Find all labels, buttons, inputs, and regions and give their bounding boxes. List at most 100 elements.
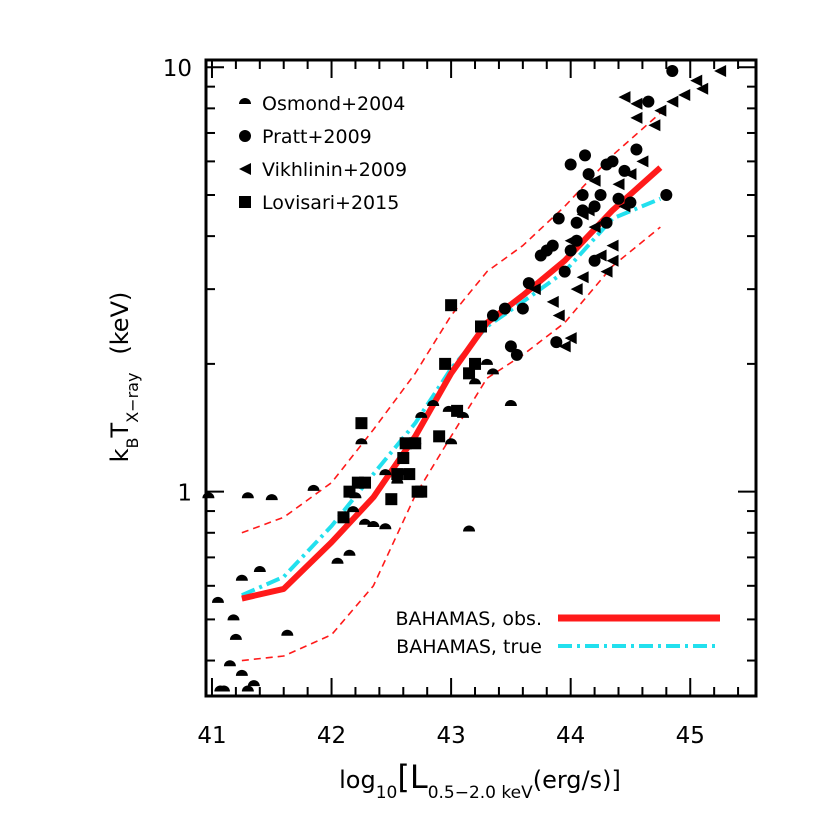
data-point: [403, 468, 416, 481]
data-point: [379, 469, 392, 476]
data-point: [606, 155, 619, 168]
data-point: [427, 400, 440, 407]
data-point: [391, 468, 404, 481]
x-axis-label: log10[L0.5−2.0 keV(erg/s)]: [339, 758, 621, 803]
data-point: [235, 574, 248, 581]
line-legend-label: BAHAMAS, obs.: [396, 608, 542, 630]
legend-label: Osmond+2004: [262, 93, 405, 115]
data-point: [618, 91, 631, 104]
data-point: [355, 417, 368, 430]
data-point: [666, 64, 679, 77]
data-point: [630, 97, 643, 110]
data-point: [636, 155, 649, 168]
data-point: [379, 523, 392, 530]
data-point: [265, 494, 278, 501]
data-point: [480, 358, 493, 365]
data-point: [241, 492, 254, 499]
data-point: [550, 336, 563, 349]
data-point: [564, 244, 577, 257]
y-tick-label: 1: [177, 481, 192, 507]
data-point: [355, 438, 368, 445]
data-point: [229, 633, 242, 640]
data-point: [588, 221, 601, 234]
data-point: [630, 143, 643, 156]
scatter-points: [202, 64, 727, 692]
data-point: [469, 378, 482, 385]
data-point: [504, 340, 517, 353]
data-point: [600, 216, 613, 229]
data-point: [486, 368, 499, 375]
data-point: [347, 506, 360, 513]
data-point: [654, 104, 667, 117]
data-point: [241, 685, 254, 692]
data-point: [714, 64, 727, 77]
legend-marker: [239, 163, 251, 175]
x-tick-label: 45: [676, 723, 705, 749]
data-point: [624, 168, 637, 181]
data-point: [594, 188, 607, 201]
data-point: [522, 277, 535, 290]
data-point: [202, 492, 215, 499]
data-point: [576, 271, 589, 284]
data-point: [510, 348, 523, 361]
data-point: [576, 188, 589, 201]
legend-marker: [239, 130, 251, 142]
data-point: [642, 95, 655, 108]
data-point: [564, 332, 577, 345]
data-point: [552, 212, 565, 225]
data-point: [612, 192, 625, 205]
axis-ticks: [206, 60, 756, 696]
data-point: [359, 476, 372, 489]
data-point: [516, 302, 529, 315]
data-point: [618, 200, 631, 213]
data-point: [409, 437, 422, 450]
legend-label: Pratt+2009: [262, 126, 372, 148]
data-point: [558, 265, 571, 278]
plot-frame: [204, 58, 758, 698]
data-point: [253, 566, 266, 573]
x-tick-label: 42: [317, 723, 346, 749]
data-point: [415, 411, 428, 418]
x-tick-label: 43: [436, 723, 465, 749]
y-tick-label: 10: [163, 56, 192, 82]
legend-marker: [239, 98, 251, 104]
data-point: [281, 629, 294, 636]
data-point: [564, 158, 577, 171]
data-point: [463, 525, 476, 532]
legend-label: Lovisari+2015: [262, 192, 399, 214]
data-point: [546, 295, 559, 308]
data-point: [570, 283, 583, 296]
data-point: [579, 149, 592, 162]
data-point: [690, 74, 703, 87]
data-point: [331, 557, 344, 564]
line-legend-label: BAHAMAS, true: [396, 636, 542, 658]
data-point: [359, 518, 372, 525]
data-point: [630, 111, 643, 124]
data-point: [235, 669, 248, 676]
data-point: [666, 95, 679, 108]
legend-marker: [239, 196, 251, 208]
data-point: [397, 452, 410, 465]
y-axis-label: kBTX−ray(keV): [106, 292, 142, 463]
data-point: [582, 168, 595, 181]
data-point: [307, 484, 320, 491]
data-point: [469, 357, 482, 370]
data-point: [445, 299, 458, 312]
data-point: [223, 660, 236, 667]
data-point: [227, 614, 240, 621]
data-point: [475, 320, 487, 333]
data-point: [648, 119, 661, 132]
data-point: [385, 493, 398, 506]
data-point: [528, 283, 541, 296]
data-point: [211, 596, 224, 603]
data-point: [612, 178, 625, 191]
data-point: [576, 208, 589, 221]
data-point: [552, 309, 565, 322]
data-point: [540, 244, 553, 257]
data-point: [439, 357, 452, 370]
data-point: [337, 511, 350, 524]
data-point: [486, 309, 499, 322]
data-point: [558, 340, 571, 353]
scatter-bound-line: [241, 226, 661, 662]
